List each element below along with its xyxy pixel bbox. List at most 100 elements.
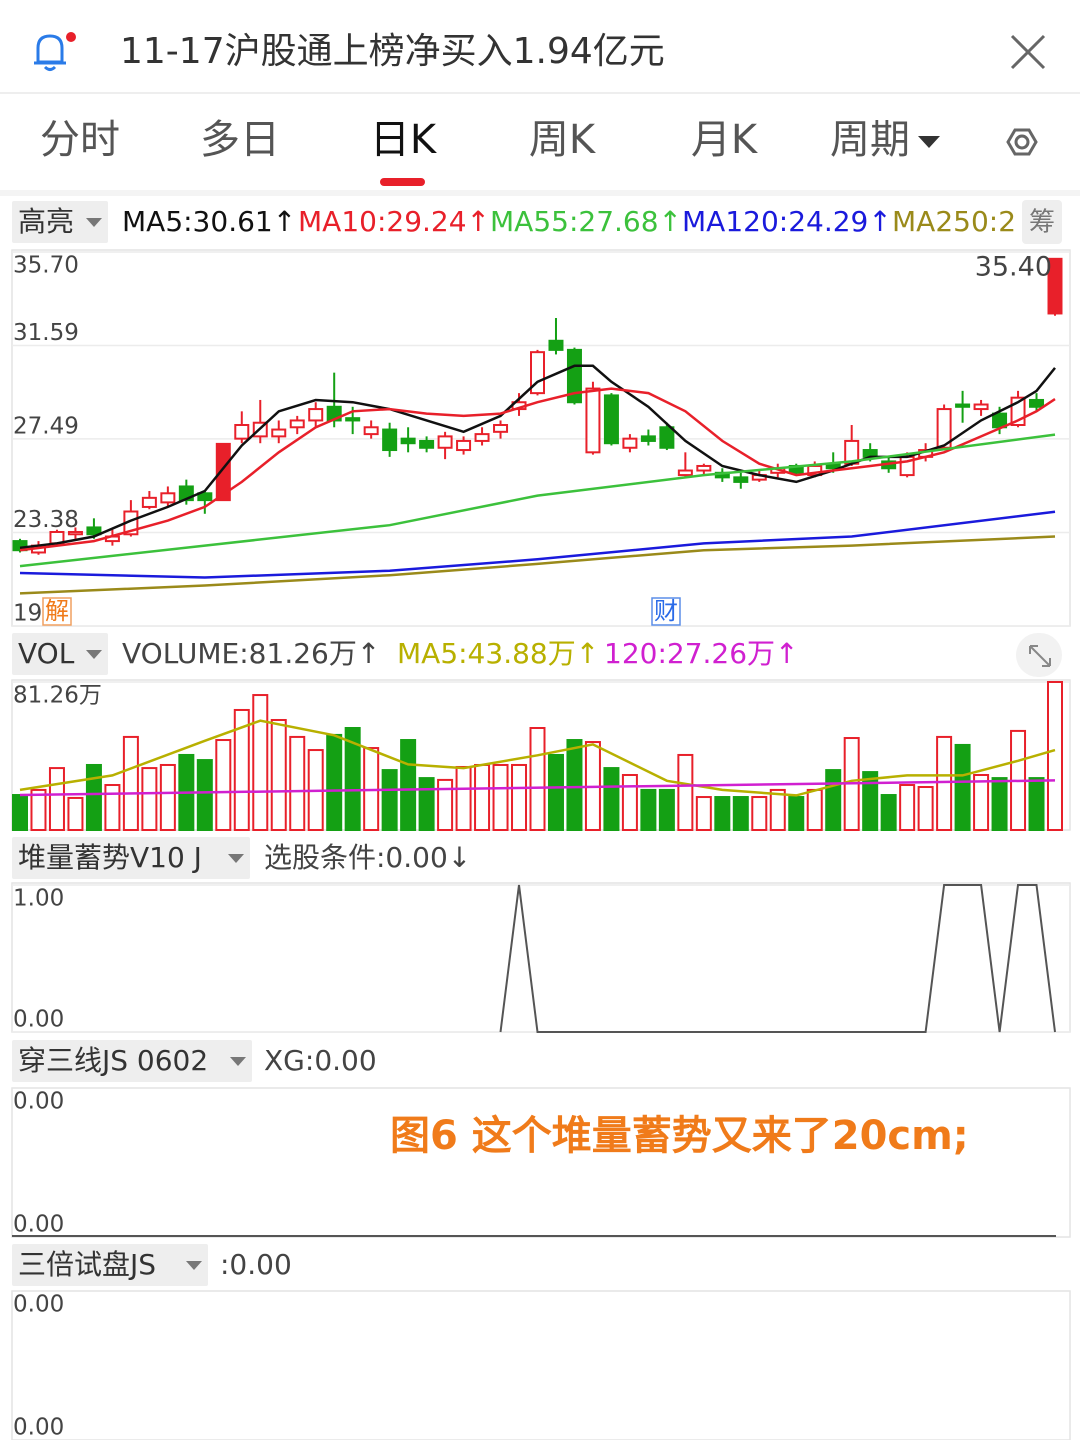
annotation: 图6 这个堆量蓄势又来了20cm;	[390, 1113, 969, 1159]
indicator-chip[interactable]	[12, 201, 108, 243]
y-tick-label: 35.70	[13, 253, 79, 279]
candle-body	[215, 442, 231, 502]
tab[interactable]: 分时	[40, 117, 120, 163]
candle-body	[419, 439, 435, 449]
volume-bar	[85, 763, 102, 831]
volume-bar	[714, 796, 731, 832]
dropdown-arrow	[228, 854, 244, 863]
candle-body	[677, 469, 693, 477]
event-marker-label: 财	[654, 597, 678, 625]
indicator-name: 堆量蓄势V10 J	[18, 841, 202, 874]
dropdown-arrow	[186, 1261, 202, 1270]
volume-bar	[640, 788, 657, 832]
volume-bar	[806, 788, 823, 832]
side-label: 筹	[1029, 208, 1055, 238]
candle-body	[160, 492, 176, 504]
volume-bar	[825, 769, 842, 831]
indicator-line	[499, 884, 1056, 1033]
candle-body	[86, 526, 102, 536]
volume-bar	[474, 763, 491, 831]
volume-bar	[991, 777, 1008, 831]
legend-entry: 选股条件:0.00↓	[264, 841, 471, 874]
indicator-chip[interactable]	[12, 633, 108, 675]
volume-bar	[196, 759, 213, 831]
event-marker[interactable]	[651, 597, 681, 626]
side-chip	[1022, 200, 1062, 244]
volume-bar	[48, 767, 65, 832]
volume-bar	[326, 733, 343, 831]
volume-bar	[880, 794, 897, 831]
volume-bar	[547, 753, 564, 831]
tab[interactable]: 日K	[370, 117, 438, 163]
volume-bar	[381, 769, 398, 831]
candle-body	[640, 435, 656, 442]
volume-bar	[141, 767, 158, 832]
volume-bar	[973, 773, 990, 832]
tab[interactable]: 月K	[691, 117, 759, 163]
panel: 堆量蓄势V10 J 1.00 0.00 选股条件:0.00↓	[11, 837, 1071, 1033]
settings-icon[interactable]	[1006, 128, 1038, 156]
volume-bar	[677, 753, 694, 831]
ma-line	[19, 433, 1056, 568]
candle-body	[548, 339, 564, 351]
ma-line	[19, 364, 1056, 550]
tab[interactable]: 周期	[830, 117, 910, 163]
event-marker[interactable]	[42, 597, 72, 626]
event-marker-label: 解	[45, 597, 69, 625]
candle-body	[67, 530, 83, 536]
dropdown-arrow	[918, 136, 940, 148]
header-title: 11-17沪股通上榜净买入1.94亿元	[120, 31, 665, 72]
volume-bar	[695, 796, 712, 832]
candle-body	[622, 437, 638, 449]
candle-body	[345, 417, 361, 422]
legend-entry: MA250:2	[892, 205, 1016, 238]
volume-bar	[215, 739, 232, 832]
bell-icon	[34, 34, 66, 71]
legend-entry: MA5:30.61↑	[122, 205, 296, 238]
dropdown-arrow	[230, 1057, 246, 1066]
tab-bar: 分时 多日 日K 周K 月K 周期	[40, 117, 910, 163]
indicator-chip[interactable]	[12, 1040, 252, 1082]
legend-entry: MA120:24.29↑	[682, 205, 892, 238]
indicator-chip[interactable]	[12, 837, 250, 879]
candle-body	[585, 387, 601, 454]
volume-bar	[917, 786, 934, 831]
candle-body	[1047, 257, 1063, 315]
tab[interactable]: 周K	[529, 117, 597, 163]
candle-body	[936, 408, 952, 449]
candle-body	[197, 492, 213, 502]
legend-entry: MA55:27.68↑	[490, 205, 682, 238]
volume-bar	[936, 735, 953, 832]
volume-bar	[769, 788, 786, 832]
panel: 穿三线JS 0602 XG:0.00 0.00 0.00 图6 这个堆量蓄势又来了20c…	[11, 1040, 1071, 1238]
candle-body	[696, 464, 712, 472]
close-button[interactable]	[1010, 34, 1046, 70]
candle-body	[474, 433, 490, 442]
candle-body	[363, 426, 379, 436]
dropdown-arrow	[86, 218, 102, 227]
legend: MA5:30.61↑ MA10:29.24↑ MA55:27.68↑ MA120:24…	[122, 205, 1016, 238]
panels: 高亮 35.70 31.59 27.49 23.38 19 MA5:30.61↑ MA10:2…	[11, 200, 1071, 1440]
volume-bar	[658, 788, 675, 832]
indicator-chip[interactable]	[12, 1244, 208, 1286]
volume-bar	[529, 727, 546, 832]
indicator-name: 穿三线JS 0602	[18, 1044, 208, 1077]
dropdown-arrow	[86, 650, 102, 659]
tab[interactable]: 多日	[200, 117, 280, 163]
volume-bar	[788, 796, 805, 832]
candle-body	[603, 394, 619, 445]
candle-body	[400, 437, 416, 445]
volume-bar	[1028, 777, 1045, 831]
candle-body	[659, 426, 675, 449]
volume-bar	[1047, 681, 1063, 831]
volume-bar	[511, 763, 528, 831]
volume-bar	[400, 739, 417, 832]
y-tick-label: 19	[13, 601, 42, 627]
volume-bar	[67, 796, 84, 832]
volume-bar	[252, 694, 269, 831]
ma-line	[19, 779, 1056, 797]
volume-bar	[862, 771, 879, 832]
volume-bar	[12, 794, 28, 831]
y-tick-label: 1.00	[13, 886, 64, 912]
